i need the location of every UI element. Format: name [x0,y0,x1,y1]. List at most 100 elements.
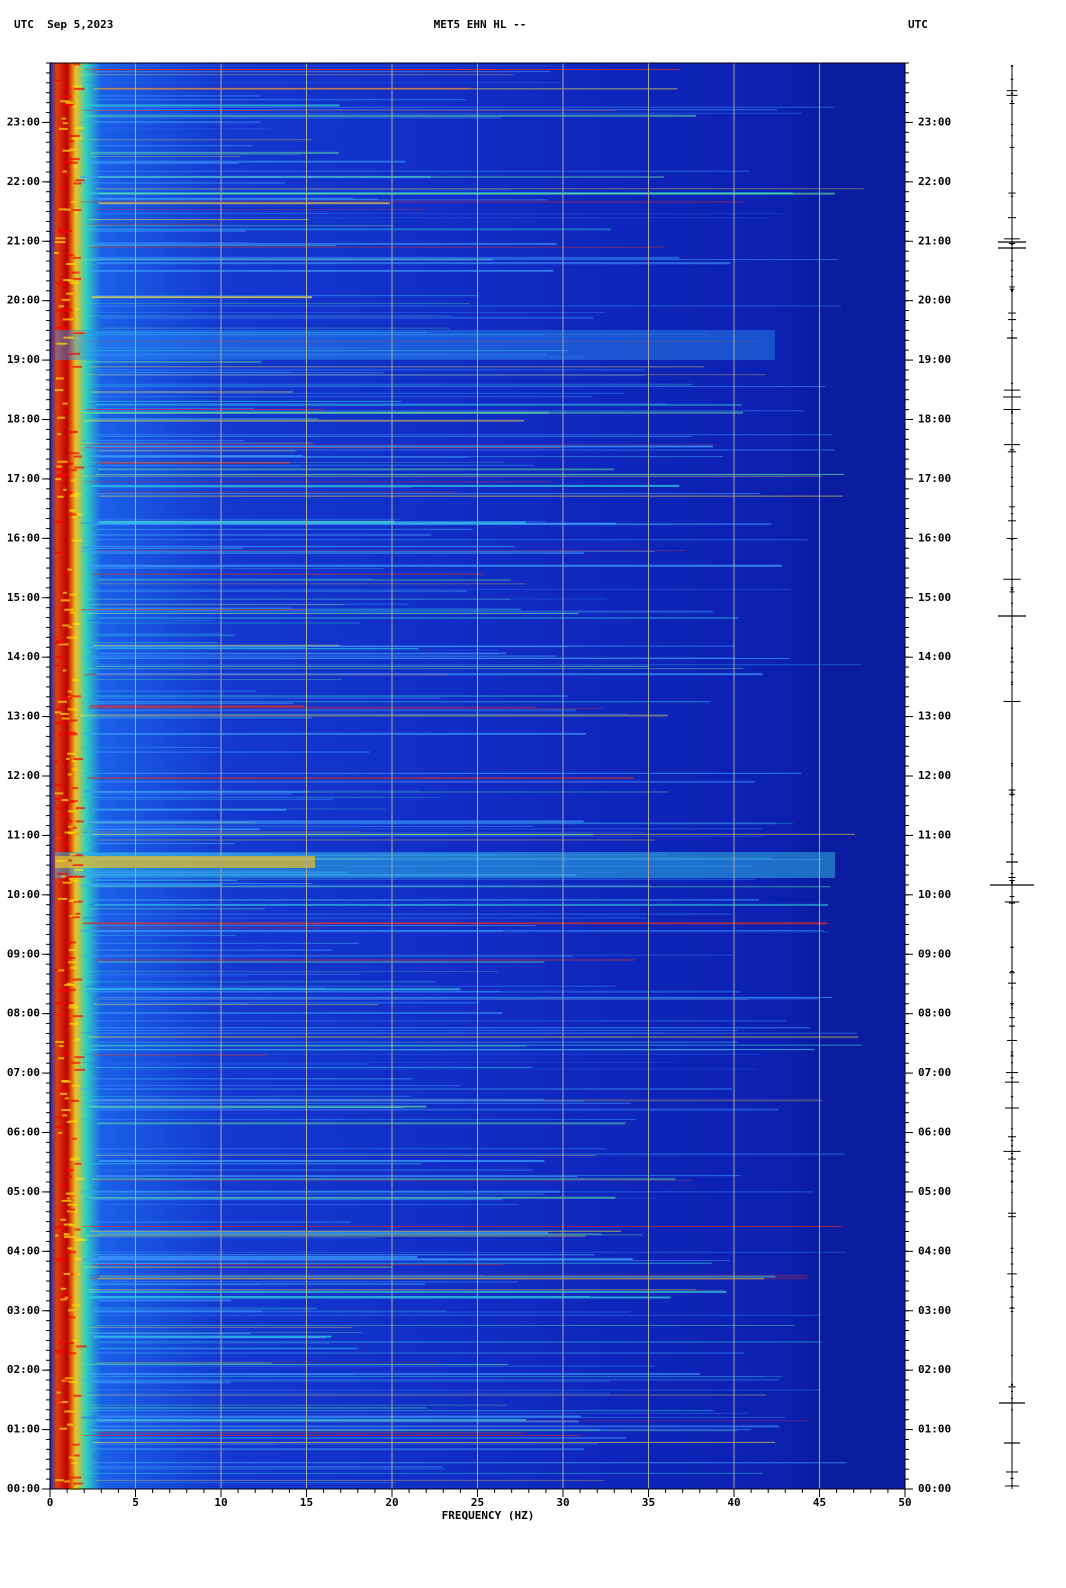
lf-speckle [66,687,71,690]
lf-speckle [68,859,72,862]
x-tick-label: 35 [642,1496,655,1509]
lf-speckle [58,127,68,130]
spectral-streak [94,931,830,933]
lf-speckle [57,969,65,972]
lf-speckle [67,462,74,465]
spectral-streak [99,327,450,329]
y-tick-label-right: 11:00 [918,828,951,841]
lf-speckle [63,103,74,106]
lf-speckle [71,539,83,542]
lf-speckle [68,161,78,164]
lf-speckle [61,117,67,120]
lf-speckle [73,85,82,88]
spectral-streak [98,202,390,205]
spectral-streak [97,588,791,590]
spectral-streak [83,668,744,670]
spectral-streak [91,95,261,97]
spectral-streak [92,1032,857,1034]
spectral-streak [99,1160,545,1163]
spectral-streak [92,518,400,520]
spectral-streak [90,139,313,141]
lf-speckle [55,1234,59,1237]
spectral-streak [86,1148,606,1150]
spectral-streak [84,447,560,449]
lf-speckle [75,1177,85,1180]
spectral-streak [81,981,437,983]
spectral-streak [98,664,862,666]
lf-speckle [56,708,61,711]
lf-speckle [63,279,71,282]
lf-speckle [62,1114,68,1117]
spectral-streak [89,366,705,368]
spectral-streak [90,1311,631,1313]
y-tick-label: 00:00 [7,1482,40,1495]
spectral-streak [91,128,271,130]
lf-speckle [55,478,62,481]
spectral-streak [94,822,793,824]
spectral-streak [83,1435,581,1437]
lf-speckle [72,1443,80,1446]
spectral-streak [85,828,260,831]
spectral-streak [89,702,294,704]
spectral-streak [96,112,803,114]
spectral-streak [87,1442,598,1445]
spectral-streak [81,835,762,837]
lf-speckle [64,87,71,90]
spectral-streak [98,961,545,963]
lf-speckle [70,800,78,803]
lf-speckle [74,211,79,214]
lf-speckle [69,158,80,161]
spectral-streak [88,708,603,710]
spectral-streak [95,403,667,405]
spectral-streak [94,678,342,680]
spectral-streak [84,566,224,568]
lf-speckle [62,624,70,627]
spectral-streak [80,1050,730,1052]
spectral-streak [87,1196,616,1199]
spectral-streak [97,528,473,530]
lf-speckle [72,622,80,625]
lf-speckle [75,179,85,182]
spectral-streak [92,1441,776,1443]
y-tick-label: 18:00 [7,413,40,426]
lf-speckle [65,1192,75,1195]
lf-speckle [56,859,67,862]
lf-speckle [61,696,72,699]
spectral-streak [99,987,326,989]
spectral-streak [85,590,468,592]
lf-speckle [58,305,64,308]
spectral-streak [86,1027,811,1029]
lf-speckle [60,599,71,602]
lf-speckle [68,875,77,878]
x-tick-label: 40 [727,1496,740,1509]
lf-speckle [68,626,73,629]
spectral-streak [89,219,309,221]
lf-speckle [74,1257,82,1260]
spectral-streak [95,1262,255,1264]
spectral-streak [80,1088,733,1090]
spectral-streak [80,200,743,203]
spectral-streak [93,644,340,646]
spectral-streak [82,955,573,958]
spectral-streak [87,1176,578,1178]
lf-speckle [55,807,63,810]
lf-speckle [66,292,74,295]
spectral-streak [89,705,304,708]
spectral-streak [81,613,579,615]
spectral-streak [83,831,646,833]
lf-speckle [55,389,64,392]
lf-speckle [66,1197,70,1200]
lf-speckle [57,1131,63,1134]
lf-speckle [62,881,72,884]
spectral-streak [89,1406,428,1409]
spectral-streak [83,1472,763,1474]
lf-speckle [73,277,82,280]
lf-speckle [69,1004,77,1007]
spectral-streak [95,332,427,334]
y-tick-label: 13:00 [7,710,40,723]
spectral-streak [87,311,606,313]
lf-speckle [71,1462,78,1465]
spectral-streak [89,242,250,244]
spectral-streak [96,634,235,637]
lf-speckle [74,1228,81,1231]
